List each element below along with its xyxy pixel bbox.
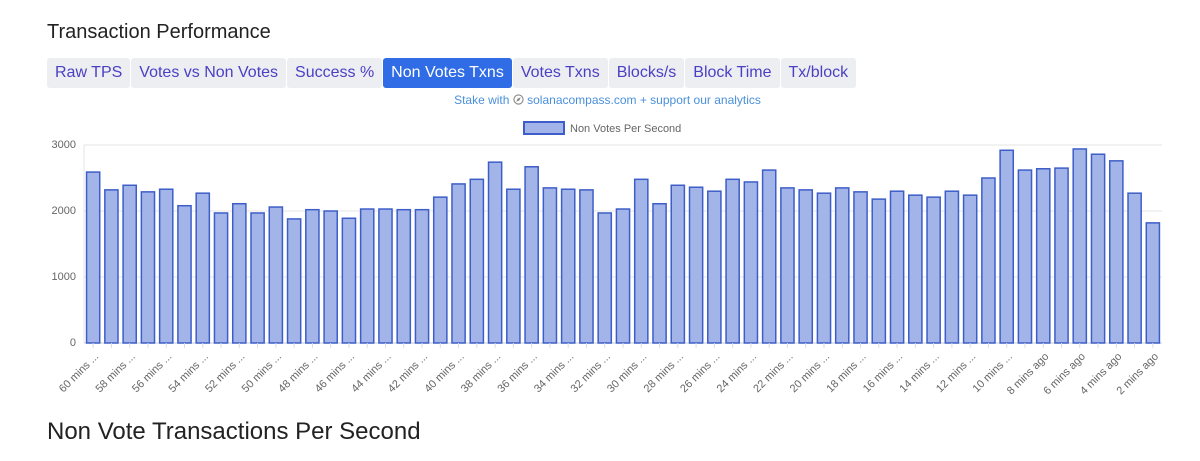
tab[interactable]: Success % — [287, 58, 383, 88]
bar — [451, 183, 466, 344]
bar — [396, 208, 412, 344]
tab[interactable]: Non Votes Txns — [383, 58, 512, 88]
tab[interactable]: Blocks/s — [608, 58, 685, 88]
bar — [140, 191, 156, 344]
bar — [725, 178, 740, 344]
bar — [195, 192, 211, 344]
bar — [834, 187, 850, 344]
bar — [579, 189, 594, 344]
bar — [1054, 167, 1069, 344]
bar — [871, 198, 887, 344]
bar — [506, 188, 521, 344]
compass-icon — [513, 94, 524, 105]
bar — [542, 187, 558, 344]
bar — [414, 208, 430, 344]
section-title: Non Vote Transactions Per Second — [47, 418, 421, 445]
bar — [85, 171, 101, 344]
y-tick-label: 3000 — [52, 139, 76, 151]
tab[interactable]: Votes Txns — [512, 58, 608, 88]
bar — [1090, 153, 1106, 344]
bar — [889, 190, 905, 344]
tab-bar: Raw TPS Votes vs Non Votes Success % Non Vo… — [47, 58, 857, 88]
bar — [177, 204, 192, 344]
bar — [1145, 222, 1161, 344]
bar — [688, 186, 704, 344]
bar — [1108, 160, 1124, 344]
bar — [250, 212, 265, 344]
bar — [707, 190, 722, 344]
promo: Stake with solanacompass.com + support o… — [0, 93, 1200, 107]
bar — [652, 202, 667, 344]
bar — [962, 194, 978, 344]
promo-link[interactable]: solanacompass.com + support our analytic… — [527, 93, 761, 107]
bar — [798, 189, 814, 344]
bar — [359, 208, 375, 344]
bar — [944, 190, 960, 344]
tab[interactable]: Tx/block — [780, 58, 857, 88]
promo-prefix: Stake with — [454, 93, 510, 107]
bar — [158, 188, 174, 344]
tab[interactable]: Votes vs Non Votes — [131, 58, 287, 88]
bar — [633, 178, 649, 344]
page-title: Transaction Performance — [47, 21, 271, 43]
bar — [1072, 148, 1088, 344]
tab[interactable]: Raw TPS — [47, 58, 131, 88]
legend-swatch — [523, 121, 565, 135]
bar — [670, 184, 686, 344]
bar — [469, 178, 485, 344]
bar — [323, 210, 338, 344]
y-tick-label: 1000 — [52, 271, 76, 283]
legend-label: Non Votes Per Second — [570, 123, 681, 135]
bar — [981, 177, 996, 344]
bar — [378, 208, 393, 344]
bar — [524, 166, 539, 344]
bar — [615, 208, 631, 344]
tab[interactable]: Block Time — [685, 58, 780, 88]
bar — [122, 184, 138, 344]
bar — [597, 212, 613, 344]
bar — [999, 149, 1015, 344]
bar — [487, 161, 503, 344]
bar — [341, 217, 357, 344]
bar — [743, 181, 759, 344]
bar — [305, 208, 320, 344]
bar — [761, 169, 777, 344]
bar — [780, 187, 795, 344]
bar — [1035, 168, 1051, 344]
bar — [213, 212, 229, 344]
bar — [560, 188, 576, 344]
bar — [853, 191, 868, 344]
bar — [104, 189, 119, 344]
y-tick-label: 0 — [70, 337, 76, 349]
bar — [268, 206, 284, 344]
bar — [432, 196, 448, 344]
bar — [908, 194, 923, 344]
bar — [926, 196, 941, 344]
bar — [816, 192, 832, 344]
bar — [286, 218, 302, 344]
bar — [231, 202, 247, 344]
bar — [1127, 192, 1142, 344]
y-tick-label: 2000 — [52, 205, 76, 217]
bar — [1017, 169, 1033, 344]
